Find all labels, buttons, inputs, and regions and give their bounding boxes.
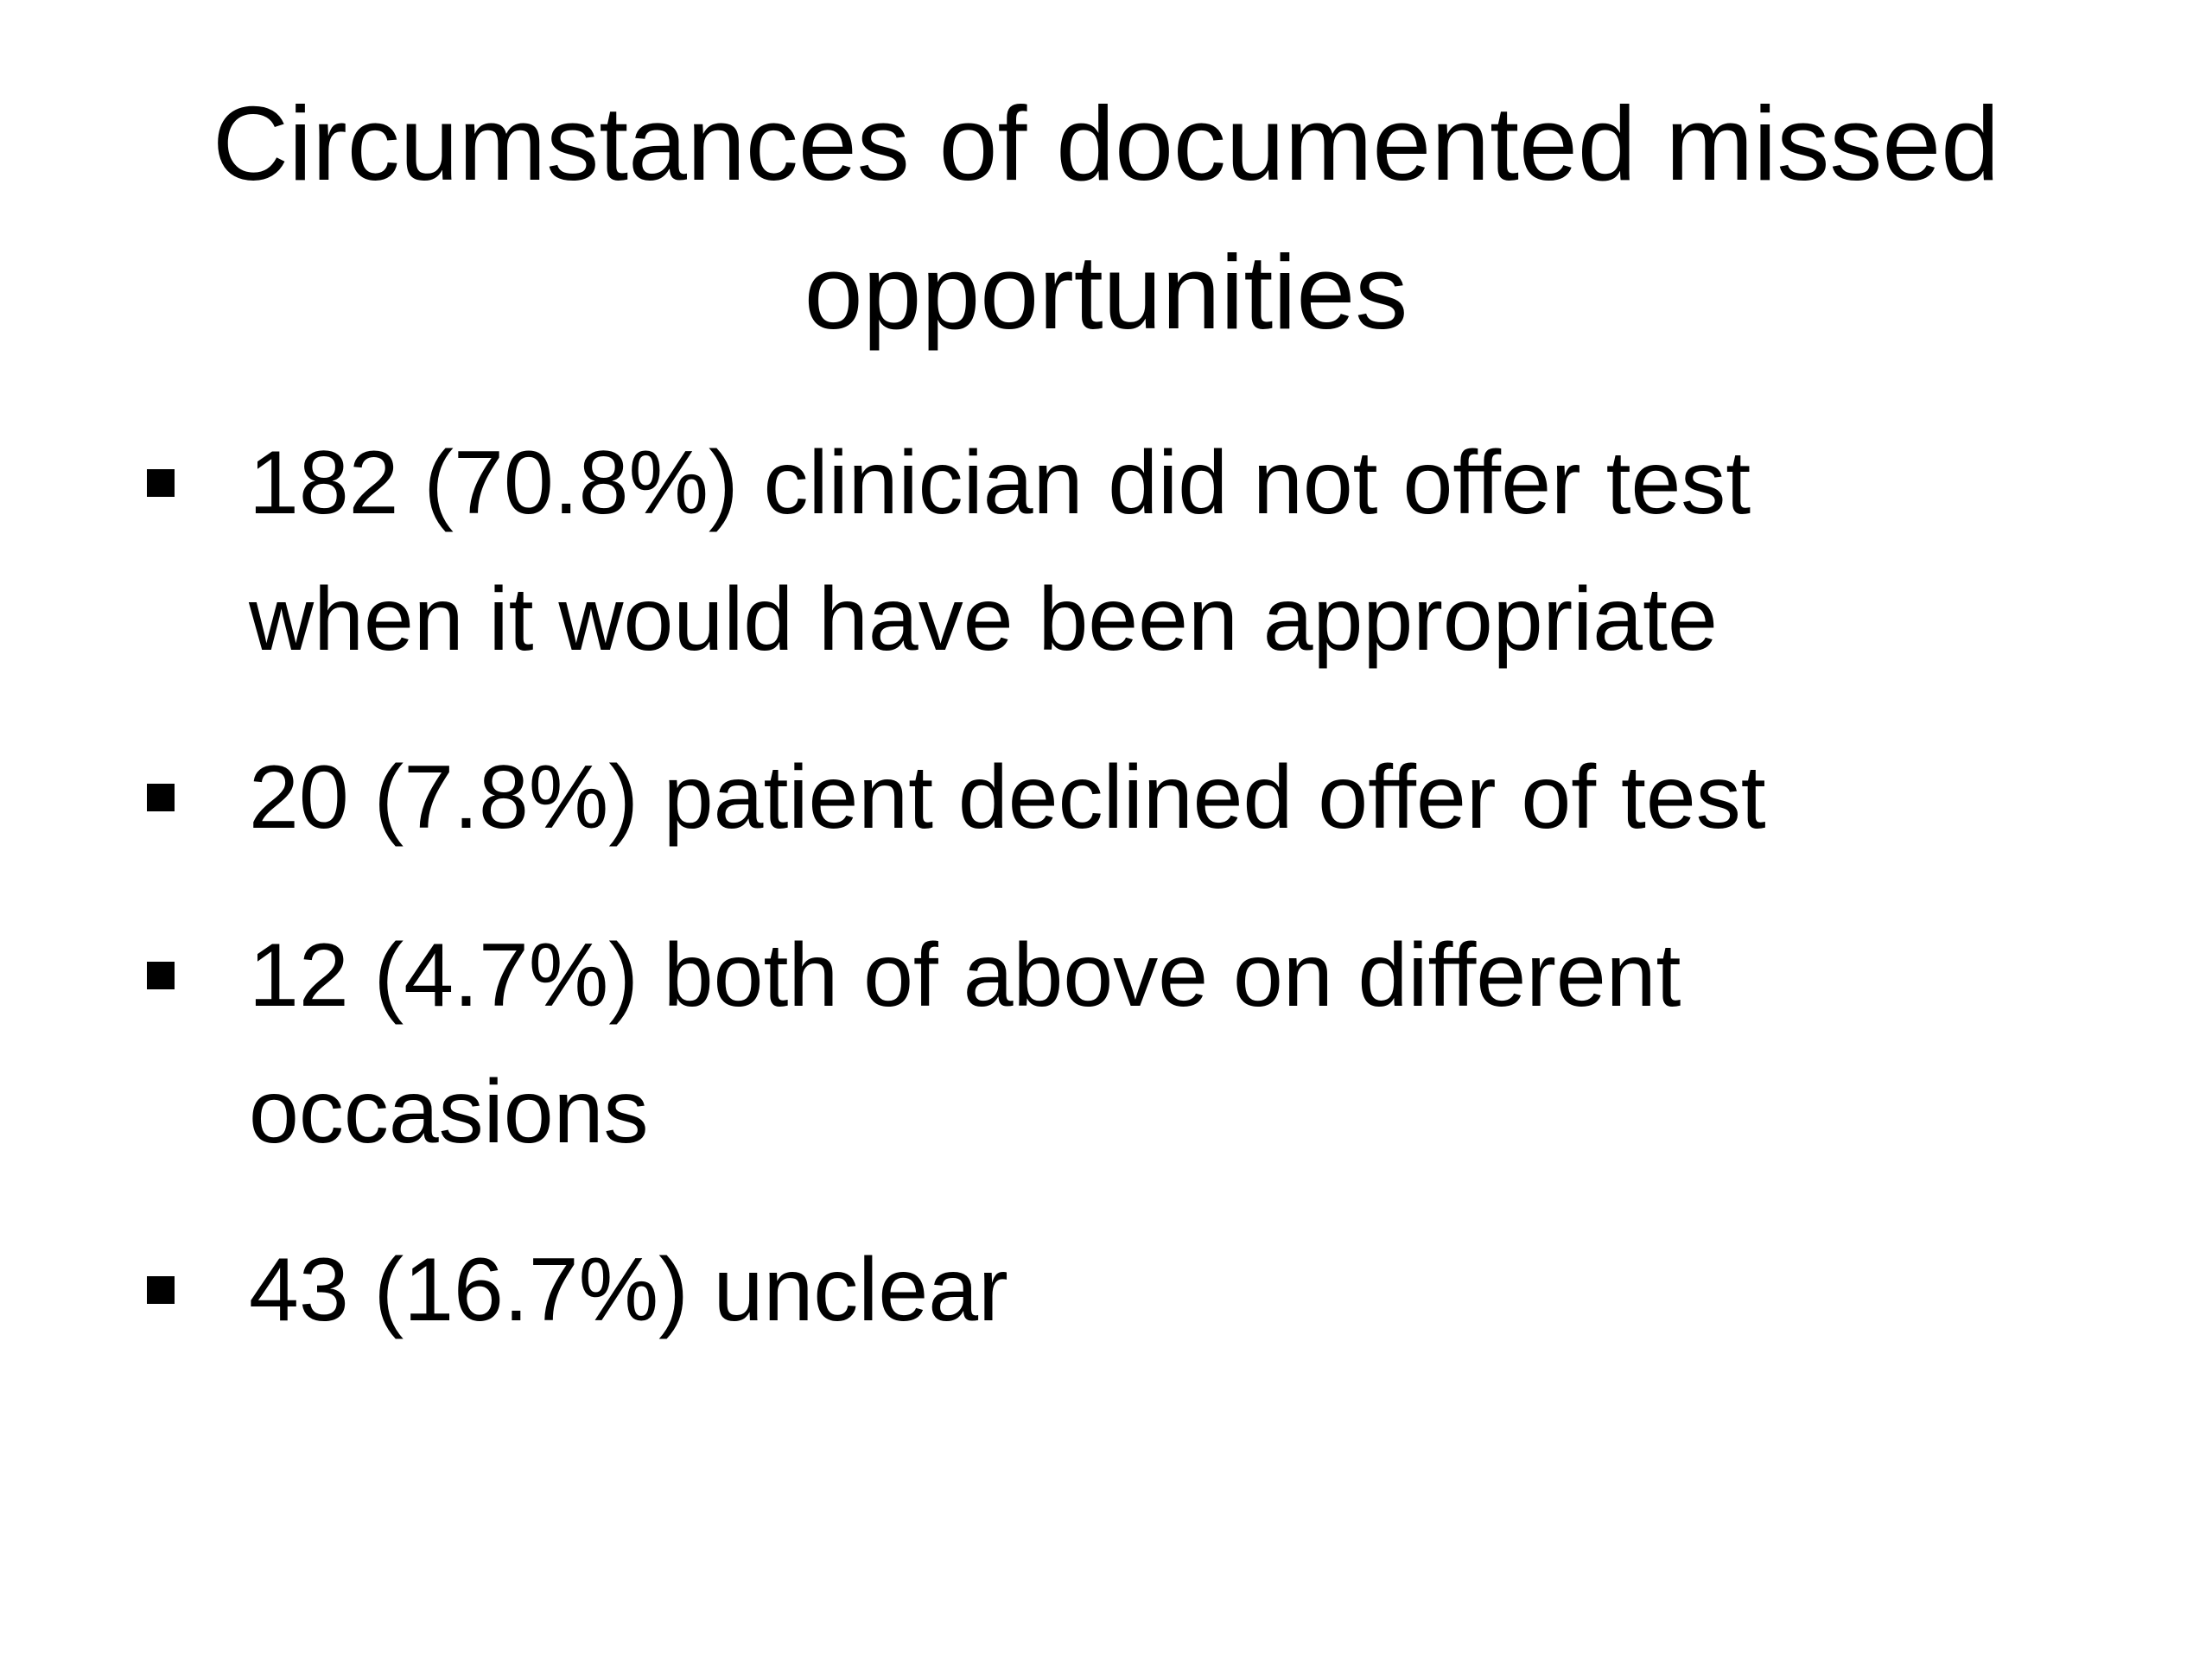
bullet-text: 20 (7.8%) patient declined offer of test bbox=[249, 747, 1766, 848]
bullet-marker bbox=[147, 784, 175, 811]
bullet-list: 182 (70.8%) clinician did not offer test… bbox=[0, 415, 2212, 1400]
bullet-text: 182 (70.8%) clinician did not offer test bbox=[249, 433, 1751, 533]
bullet-text: 12 (4.7%) both of above on different bbox=[249, 925, 1681, 1026]
bullet-text: occasions bbox=[249, 1062, 649, 1162]
bullet-marker bbox=[147, 469, 175, 497]
bullet-item: 12 (4.7%) both of above on different occa… bbox=[0, 907, 2212, 1180]
bullet-item: 43 (16.7%) unclear bbox=[0, 1222, 2212, 1358]
slide-title: Circumstances of documented missed oppor… bbox=[0, 69, 2212, 366]
bullet-marker bbox=[147, 962, 175, 989]
bullet-item: 182 (70.8%) clinician did not offer test… bbox=[0, 415, 2212, 688]
title-line: Circumstances of documented missed bbox=[212, 85, 2000, 202]
title-line: opportunities bbox=[804, 233, 1408, 351]
bullet-marker bbox=[147, 1276, 175, 1304]
bullet-text: 43 (16.7%) unclear bbox=[249, 1240, 1008, 1340]
bullet-text: when it would have been appropriate bbox=[249, 569, 1718, 670]
bullet-item: 20 (7.8%) patient declined offer of test bbox=[0, 729, 2212, 866]
